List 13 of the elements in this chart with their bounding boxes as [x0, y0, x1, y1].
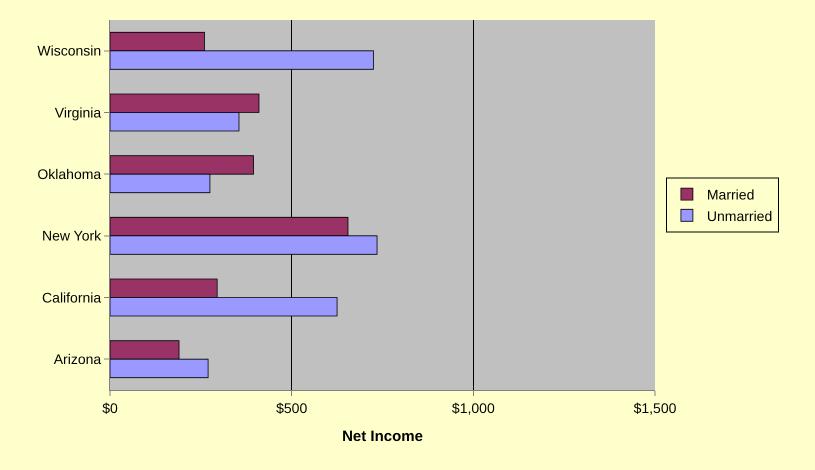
- y-tick-label: California: [42, 289, 102, 306]
- legend-label: Married: [706, 186, 754, 203]
- x-tick-label: $1,000: [452, 400, 495, 416]
- y-tick-label: Virginia: [54, 104, 102, 120]
- y-tick-label: Oklahoma: [37, 166, 102, 182]
- x-tick-label: $500: [276, 400, 308, 416]
- y-tick-label: Arizona: [54, 351, 102, 368]
- x-tick-label: $1,500: [634, 400, 677, 416]
- y-tick-label: Wisconsin: [37, 42, 102, 59]
- x-axis-title: Net Income: [342, 428, 423, 445]
- legend-label: Unmarried: [706, 208, 772, 224]
- y-tick-label: New York: [42, 228, 102, 244]
- x-tick-label: $0: [102, 400, 118, 416]
